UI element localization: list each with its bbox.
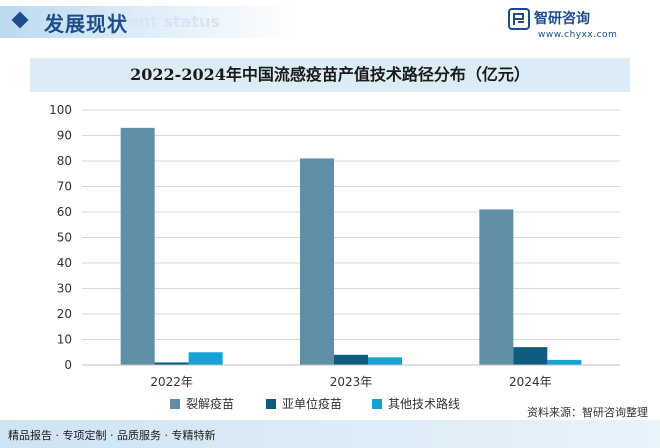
chart-title: 2022-2024年中国流感疫苗产值技术路径分布（亿元）	[130, 65, 530, 84]
section-title: 发展现状	[44, 12, 128, 36]
footer-bar: 精品报告 · 专项定制 · 品质服务 · 专精特新	[0, 420, 660, 448]
y-tick-label: 70	[57, 180, 72, 194]
header-band	[0, 6, 300, 38]
bar	[120, 127, 155, 365]
bar	[547, 359, 582, 365]
y-tick-label: 50	[57, 231, 72, 245]
y-tick-label: 100	[49, 103, 72, 117]
bar	[513, 347, 548, 365]
legend-label: 其他技术路线	[388, 396, 460, 411]
bar	[334, 354, 368, 365]
legend-swatch	[266, 399, 276, 409]
y-tick-label: 20	[57, 307, 72, 321]
y-tick-label: 10	[57, 333, 72, 347]
x-tick-label: 2023年	[330, 375, 373, 389]
header: 发展现状 ent status 智研咨询 www.chyxx.com	[0, 0, 660, 44]
y-tick-label: 90	[57, 129, 72, 143]
footer-text: 精品报告 · 专项定制 · 品质服务 · 专精特新	[8, 429, 216, 442]
brand: 智研咨询 www.chyxx.com	[508, 6, 648, 42]
brand-url: www.chyxx.com	[538, 30, 618, 40]
brand-logo-icon	[508, 8, 530, 30]
y-tick-label: 30	[57, 282, 72, 296]
legend-label: 裂解疫苗	[186, 396, 234, 411]
chart-title-bar: 2022-2024年中国流感疫苗产值技术路径分布（亿元）	[30, 58, 630, 92]
brand-name: 智研咨询	[534, 11, 590, 27]
y-tick-label: 80	[57, 154, 72, 168]
y-tick-label: 40	[57, 256, 72, 270]
legend-label: 亚单位疫苗	[282, 396, 342, 411]
y-tick-label: 0	[64, 358, 72, 372]
x-tick-label: 2022年	[150, 375, 193, 389]
legend-swatch	[170, 399, 180, 409]
bar	[300, 158, 334, 365]
legend-swatch	[372, 399, 382, 409]
bar	[479, 209, 514, 365]
bar	[188, 352, 223, 365]
section-watermark: ent status	[128, 12, 220, 31]
bar	[154, 362, 189, 365]
bar	[368, 357, 402, 365]
x-tick-label: 2024年	[509, 375, 552, 389]
source-note: 资料来源：智研咨询整理	[527, 406, 648, 419]
y-tick-label: 60	[57, 205, 72, 219]
